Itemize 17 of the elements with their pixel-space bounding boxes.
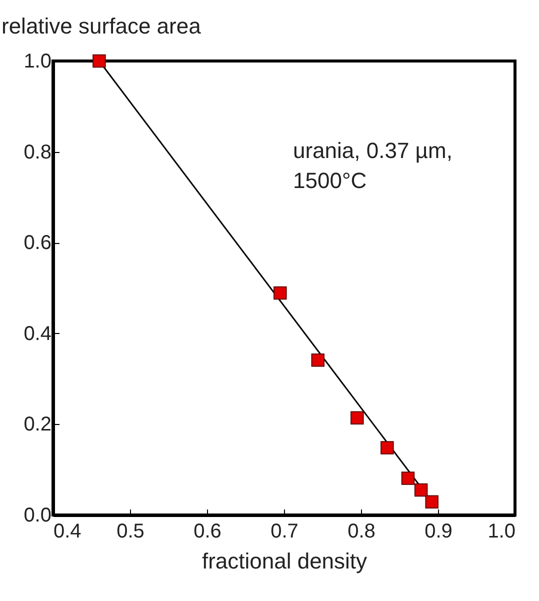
x-axis-title: fractional density [202,548,368,574]
x-tick-label: 0.5 [116,520,144,542]
x-tick-label: 1.0 [488,520,516,542]
x-tick-label: 0.8 [348,520,376,542]
y-tick-label: 0.8 [24,141,52,164]
x-tick-label: 0.6 [194,520,222,542]
y-tick-label: 0.4 [24,322,52,345]
annotation: 1500°C [293,168,367,193]
y-tick-label: 1.0 [24,50,52,72]
y-axis-title: relative surface area [2,14,202,38]
y-tick-label: 0.6 [24,232,52,254]
x-tick-label: 0.4 [54,520,82,542]
x-tick-label: 0.9 [424,520,452,542]
y-tick-label: 0.2 [24,414,52,436]
x-tick-label: 0.7 [270,520,298,542]
y-tick-label: 0.0 [24,504,52,526]
annotation: urania, 0.37 µm, [293,138,452,163]
